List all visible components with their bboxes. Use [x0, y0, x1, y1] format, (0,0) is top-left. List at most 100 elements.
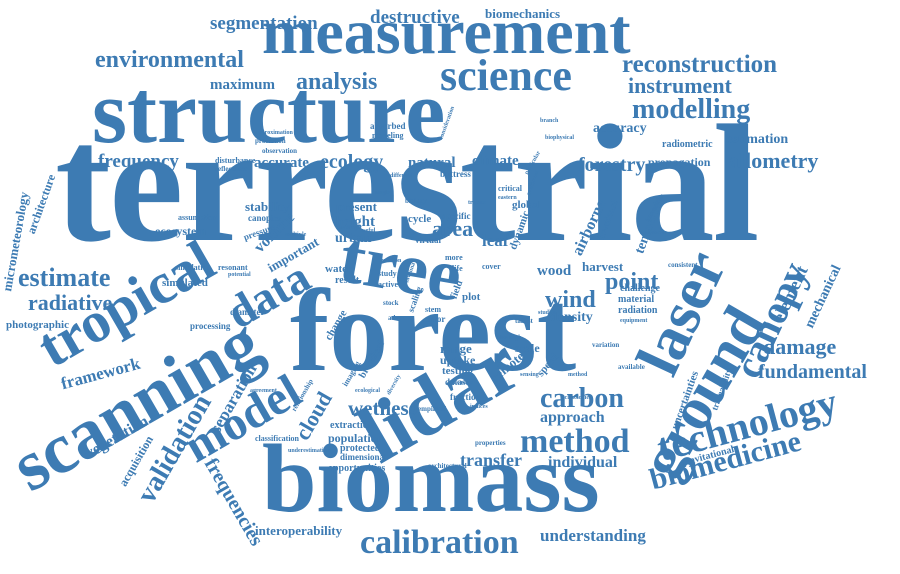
word-science: science — [440, 51, 572, 100]
word-global: global — [512, 199, 541, 211]
word-modeling: modeling — [372, 131, 404, 140]
word-wood: wood — [537, 263, 572, 279]
word-carbon: carbon — [540, 383, 624, 414]
word-diameter: diameter — [230, 307, 265, 317]
word-tallest: tallest — [515, 317, 533, 325]
word-processing: processing — [190, 321, 231, 331]
word-transfer: transfer — [460, 450, 522, 470]
word-cover: cover — [482, 262, 501, 271]
word-sensing: sensing — [520, 372, 539, 378]
word-equipment: equipment — [620, 318, 648, 324]
word-approximation: approximation — [255, 130, 293, 136]
word-ecological: ecological — [355, 388, 380, 394]
word-assumption: assumption — [178, 213, 218, 222]
word-specific: specific — [442, 211, 471, 221]
word-biology: biology — [405, 197, 427, 205]
word-extraction: extraction — [330, 420, 374, 431]
word-studies: studies — [538, 310, 556, 316]
word-measurement: measurement — [262, 0, 631, 67]
word-systematic: systematic — [640, 230, 667, 236]
word-biophysical: biophysical — [545, 135, 575, 141]
word-frequency: frequency — [98, 151, 179, 172]
word-architecture: architecture — [23, 172, 59, 236]
word-destructive: destructive — [370, 7, 460, 28]
word-terrestrial: terrestrial — [55, 91, 759, 277]
word-radiation: radiation — [618, 305, 658, 316]
word-understanding: understanding — [540, 526, 646, 545]
word-different: different — [390, 173, 413, 179]
word-stock: stock — [383, 299, 399, 307]
word-observation: observation — [262, 147, 297, 155]
word-approach: approach — [540, 409, 605, 426]
word-tropics: tropics — [468, 200, 486, 206]
word-borough: borough — [500, 335, 522, 341]
word-point: point — [605, 269, 659, 295]
word-method: method — [520, 423, 630, 460]
word-modelling: modelling — [632, 94, 751, 125]
word-available: available — [618, 363, 645, 371]
word-population: population — [328, 431, 384, 445]
word-radiative: radiative — [28, 290, 113, 315]
word-average: average — [340, 225, 360, 231]
word-multiple: multiple — [285, 232, 307, 238]
word-ecology: ecology — [320, 151, 384, 173]
word-agreement: agreement — [250, 388, 277, 394]
word-fundamental: fundamental — [758, 361, 867, 383]
word-advance: advance — [388, 314, 413, 322]
word-error: error — [425, 314, 446, 324]
word-disturbance: disturbance — [215, 156, 256, 165]
word-accuracy: accuracy — [593, 121, 647, 136]
word-accurate: accurate — [254, 155, 309, 171]
word-function: function — [380, 258, 402, 264]
word-potential: potential — [228, 272, 251, 278]
word-challenge: challenge — [620, 283, 660, 294]
word-single: single — [375, 190, 390, 196]
word-present: present — [336, 199, 377, 214]
word-virtual: virtual — [415, 235, 441, 245]
word-damage: damage — [763, 334, 837, 359]
word-height: height — [335, 214, 376, 230]
word-calibration: calibration — [360, 524, 519, 561]
word-active: active — [378, 280, 398, 289]
word-uptake: uptake — [440, 353, 476, 367]
word-harvest: harvest — [582, 259, 624, 274]
word-cycle: cycle — [408, 213, 432, 225]
word-technologies: technologies — [560, 395, 592, 401]
word-variation: variation — [592, 341, 620, 349]
word-material: material — [618, 294, 655, 305]
word-area: area — [432, 216, 474, 241]
word-classification: classification — [255, 434, 299, 443]
word-underestimation: underestimation — [288, 448, 330, 454]
word-biomechanics: biomechanics — [485, 6, 561, 21]
word-fraction: fraction — [450, 392, 481, 402]
word-scale: scale — [515, 341, 540, 355]
word-study: study — [378, 269, 397, 278]
word-critical: critical — [498, 184, 522, 193]
word-natural: natural — [408, 155, 456, 171]
word-forest: forest — [290, 265, 577, 396]
word-dimensional: dimensional — [340, 452, 387, 462]
word-measure: measure — [452, 380, 474, 386]
word-climate: climate — [472, 153, 519, 169]
word-life: life — [452, 264, 463, 273]
word-opportunities: opportunities — [328, 463, 386, 474]
word-range: range — [440, 341, 472, 356]
word-eastern: eastern — [498, 195, 517, 201]
word-wind: wind — [545, 287, 596, 313]
word-result: result — [335, 275, 360, 286]
word-protection: protection — [255, 137, 286, 145]
word-simulation: simulation — [175, 263, 212, 272]
word-allometry: allometry — [728, 148, 819, 173]
word-leaf: leaf — [482, 231, 509, 250]
word-more: more — [445, 253, 463, 262]
word-useful: useful — [360, 228, 376, 234]
word-simulated: simulated — [162, 277, 208, 289]
word-segmentation: segmentation — [210, 13, 318, 34]
word-estimation: estimation — [726, 132, 789, 147]
word-properties: properties — [475, 439, 506, 447]
word-testing: testing — [442, 365, 474, 377]
word-water: water — [325, 263, 352, 275]
word-plot: plot — [462, 291, 481, 303]
word-absorbed: absorbed — [370, 121, 406, 131]
